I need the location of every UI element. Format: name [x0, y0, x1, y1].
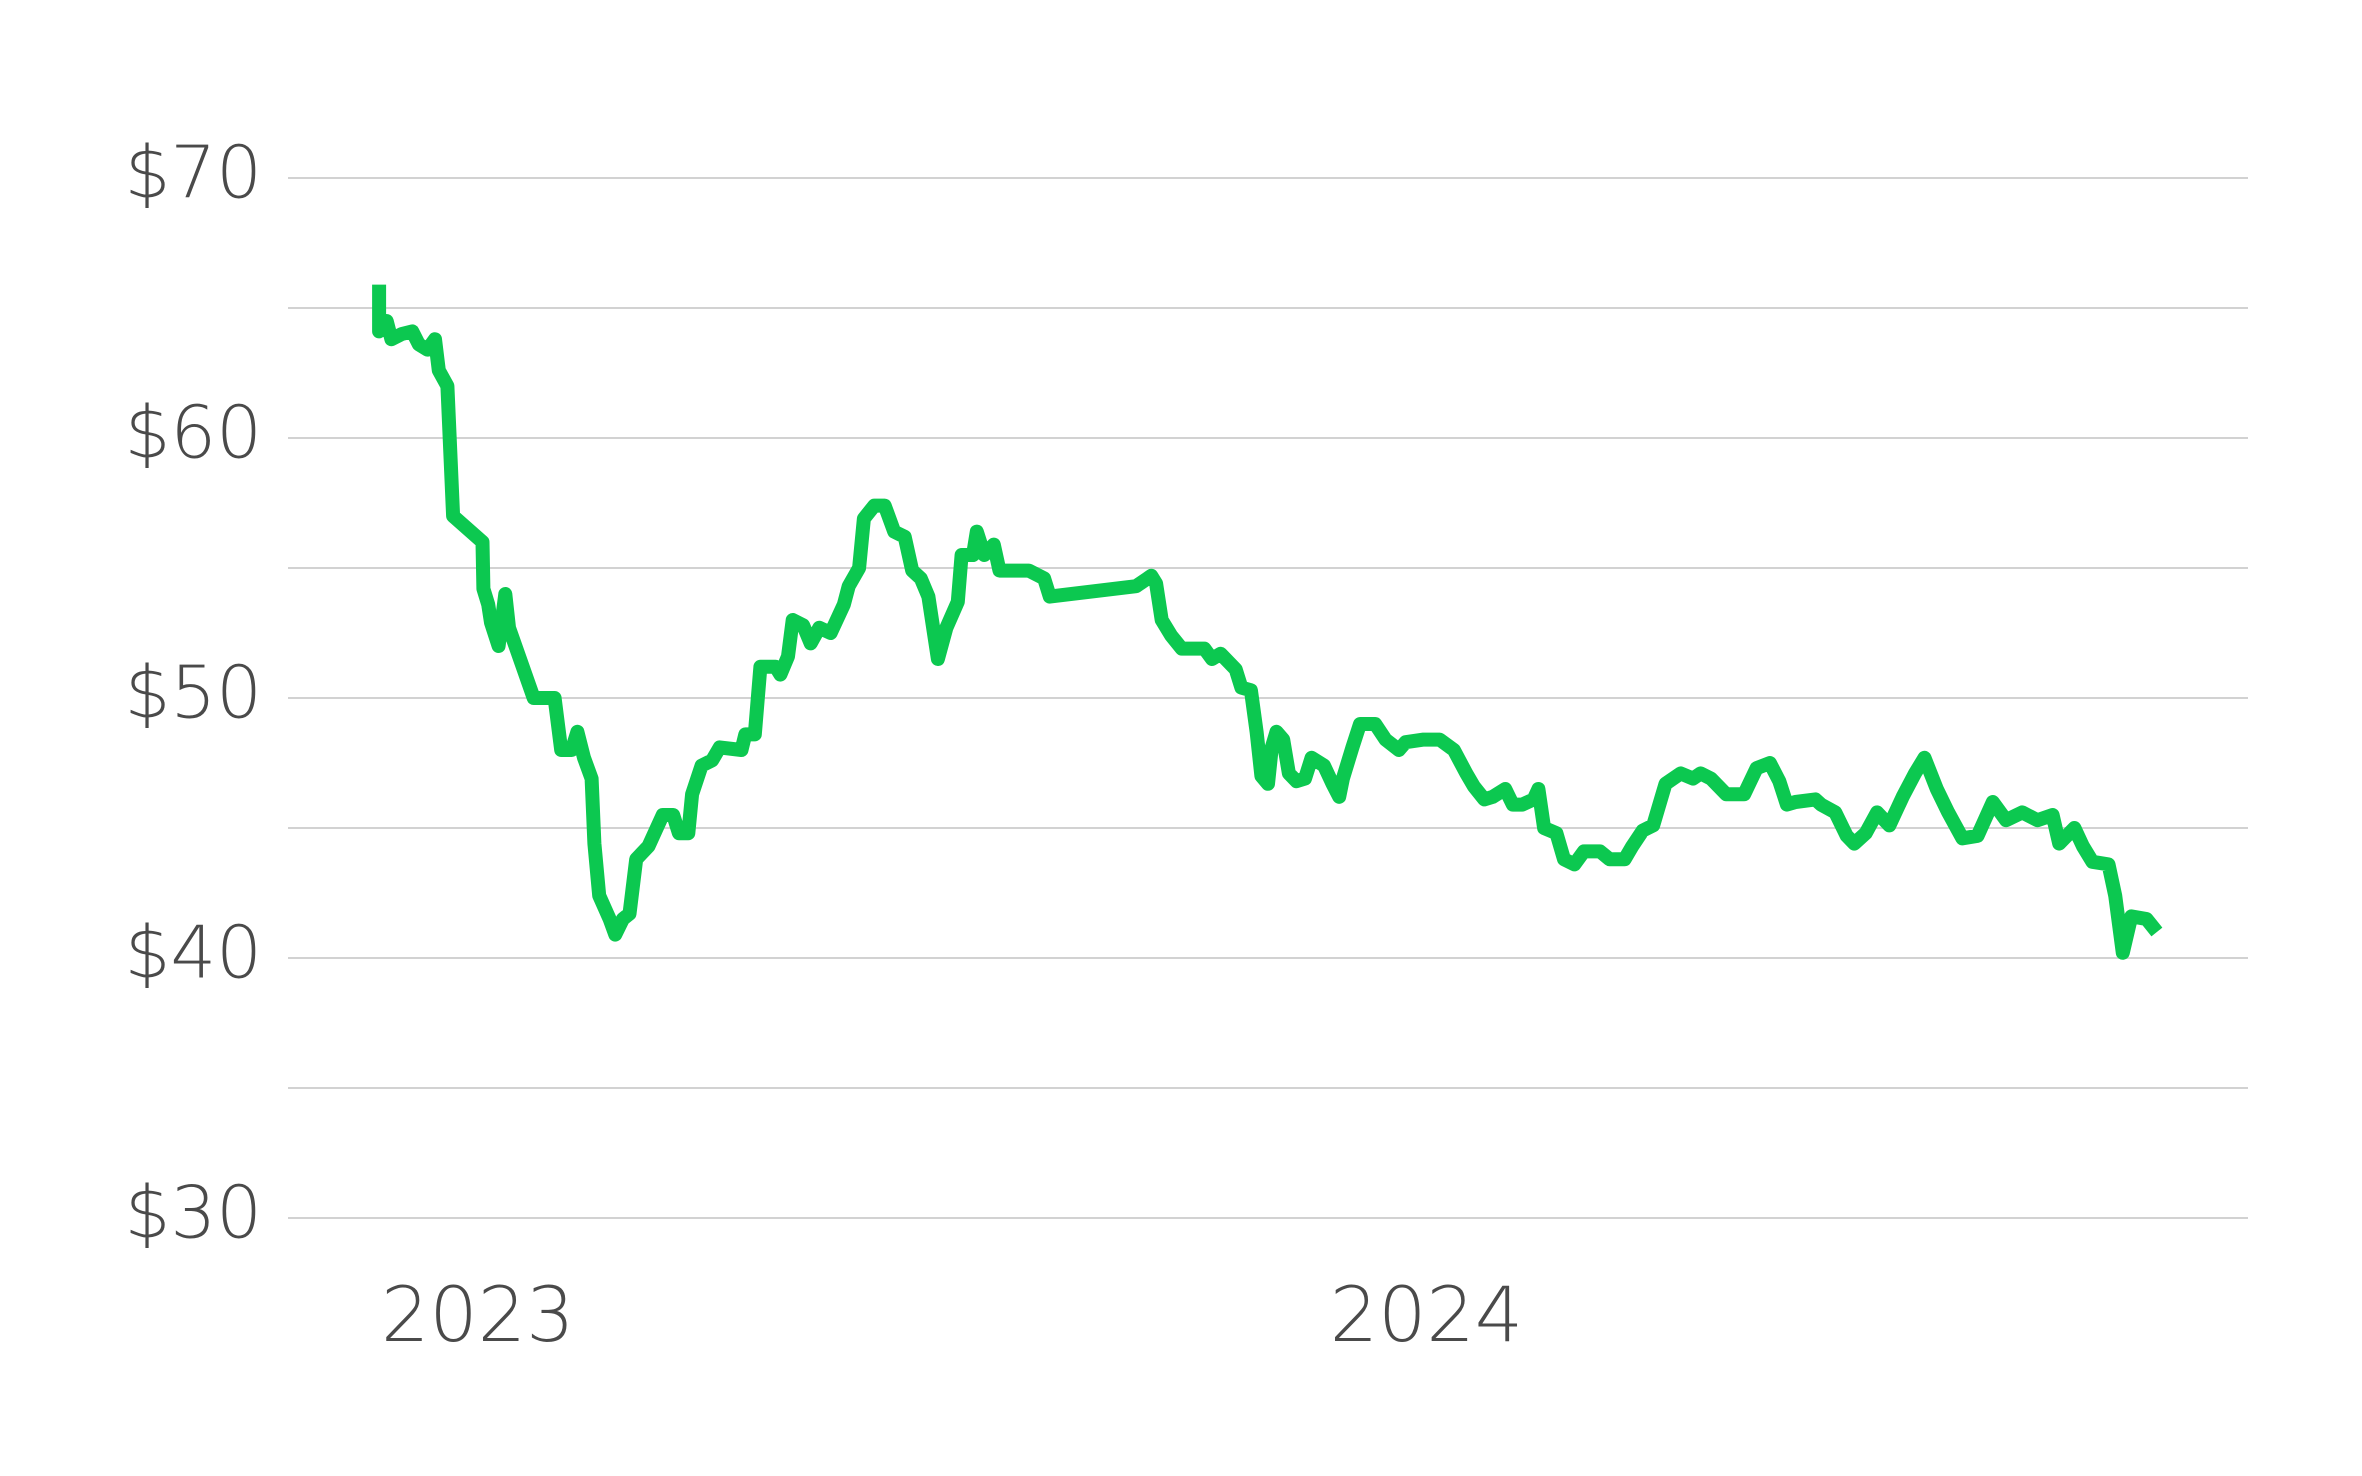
y-tick-label: $70	[125, 131, 262, 215]
y-tick-label: $40	[125, 911, 262, 995]
x-tick-label: 2024	[1330, 1270, 1523, 1359]
y-tick-label: $60	[125, 391, 262, 475]
price-line	[372, 284, 2163, 960]
x-tick-label: 2023	[381, 1270, 574, 1359]
y-tick-label: $50	[125, 651, 262, 735]
y-tick-label: $30	[125, 1171, 262, 1255]
